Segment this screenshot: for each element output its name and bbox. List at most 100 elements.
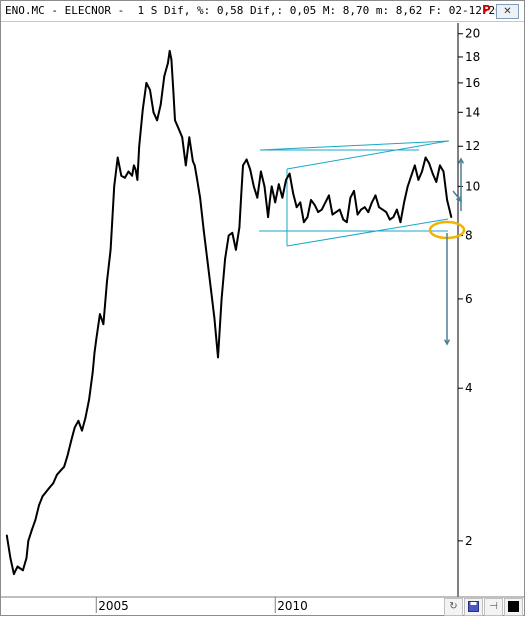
price-point [381,208,384,211]
y-tick-label: 18 [465,50,480,64]
price-point [338,208,341,211]
price-point [145,82,148,84]
price-point [22,569,24,572]
price-point [260,170,262,173]
price-point [72,433,74,435]
price-point [88,398,90,401]
price-point [188,136,191,139]
price-point [30,529,33,531]
arrow-head [457,157,465,164]
trendline [286,218,449,247]
price-point [385,211,388,214]
price-point [91,371,94,374]
price-point [439,164,441,167]
price-point [245,158,248,161]
price-point [124,176,126,179]
close-button[interactable]: ✕ [496,4,519,19]
price-point [450,216,453,219]
price-point [295,206,298,209]
price-point [378,206,380,209]
price-point [95,338,98,340]
price-point [252,185,255,188]
price-point [285,179,287,181]
price-point [424,156,427,159]
price-point [320,208,323,211]
x-tick-label: 2010 [277,599,308,613]
price-point [184,164,187,167]
price-point [84,416,87,419]
price-point [131,174,134,177]
x-tick-label: 2005 [98,599,129,613]
price-point [209,287,212,290]
y-tick-label: 6 [465,292,473,306]
price-point [109,248,112,251]
price-point [342,218,345,221]
price-point [206,257,209,260]
price-point [217,356,219,359]
price-point [116,156,119,159]
price-point [127,170,130,173]
price-point [406,185,409,188]
price-point [371,201,373,204]
price-point [335,211,337,214]
price-point [269,199,271,201]
price-point [48,486,51,489]
trendline [259,140,450,151]
price-point [238,226,241,229]
price-point [288,172,291,175]
price-point [263,185,266,188]
price-point [388,218,391,221]
price-point [328,194,330,197]
price-point [149,89,151,91]
price-point [403,201,405,204]
flag-badge: P [482,3,491,17]
price-point [195,174,198,177]
price-point [193,164,196,167]
price-point [220,298,223,300]
price-point [63,465,65,468]
price-point [77,419,80,422]
color-square-icon[interactable] [504,598,523,616]
price-point [349,196,352,199]
chart-toolbar: ↻ ⊣ [444,598,524,616]
price-point [374,194,377,197]
annotations [259,140,466,346]
save-icon[interactable] [464,598,483,616]
price-point [356,213,359,216]
price-point [113,185,116,188]
price-point [170,58,173,61]
price-point [199,196,202,199]
price-point [38,504,40,507]
price-point [396,208,398,211]
price-point [446,199,448,201]
price-point [81,429,83,432]
price-point [56,473,58,476]
price-point [66,454,69,457]
price-point [324,201,327,204]
pin-icon[interactable]: ⊣ [484,598,503,616]
price-point [428,162,431,165]
price-point [133,164,135,167]
y-tick-label: 20 [465,27,480,41]
price-point [213,317,216,319]
price-point [192,160,194,163]
price-point [13,573,15,575]
price-point [231,231,234,234]
price-point [120,174,123,177]
axes: 2 4 6 8 10 12 14 16 18 20 2005 2010 [1,23,524,613]
price-point [431,172,434,175]
price-point [417,179,420,181]
price-point [5,534,8,537]
refresh-icon[interactable]: ↻ [444,598,463,616]
price-point [27,540,30,542]
price-point [353,190,355,192]
arrow [452,190,462,202]
price-point [399,221,402,224]
series [5,49,453,576]
price-point [421,170,423,173]
price-point [9,557,12,559]
price-point [174,119,176,122]
price-point [25,557,28,559]
price-point [45,490,48,493]
price-point [224,257,227,260]
